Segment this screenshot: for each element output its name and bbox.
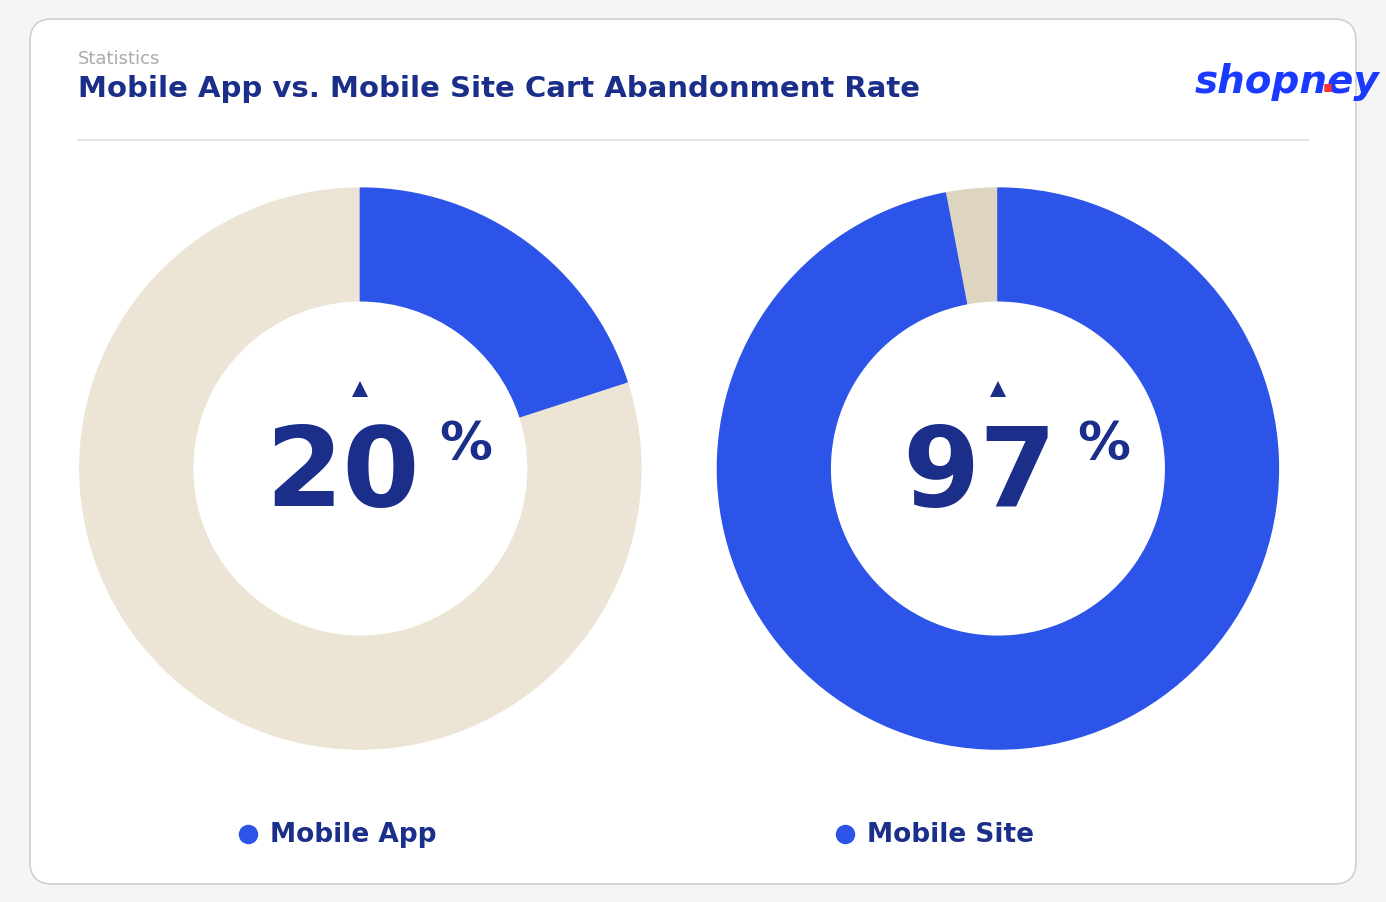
Text: 20: 20 [265, 422, 420, 529]
Wedge shape [718, 189, 1278, 750]
Text: shopney: shopney [1195, 63, 1379, 101]
Wedge shape [945, 189, 998, 305]
Text: Mobile Site: Mobile Site [868, 821, 1034, 847]
FancyBboxPatch shape [30, 20, 1356, 884]
Text: %: % [439, 419, 492, 471]
Wedge shape [80, 189, 640, 750]
Text: Mobile App vs. Mobile Site Cart Abandonment Rate: Mobile App vs. Mobile Site Cart Abandonm… [78, 75, 920, 103]
Text: .: . [1319, 59, 1336, 101]
Text: Mobile App: Mobile App [270, 821, 437, 847]
Text: Statistics: Statistics [78, 50, 161, 68]
Wedge shape [360, 189, 626, 418]
Text: %: % [1077, 419, 1130, 471]
Text: 97: 97 [902, 422, 1058, 529]
